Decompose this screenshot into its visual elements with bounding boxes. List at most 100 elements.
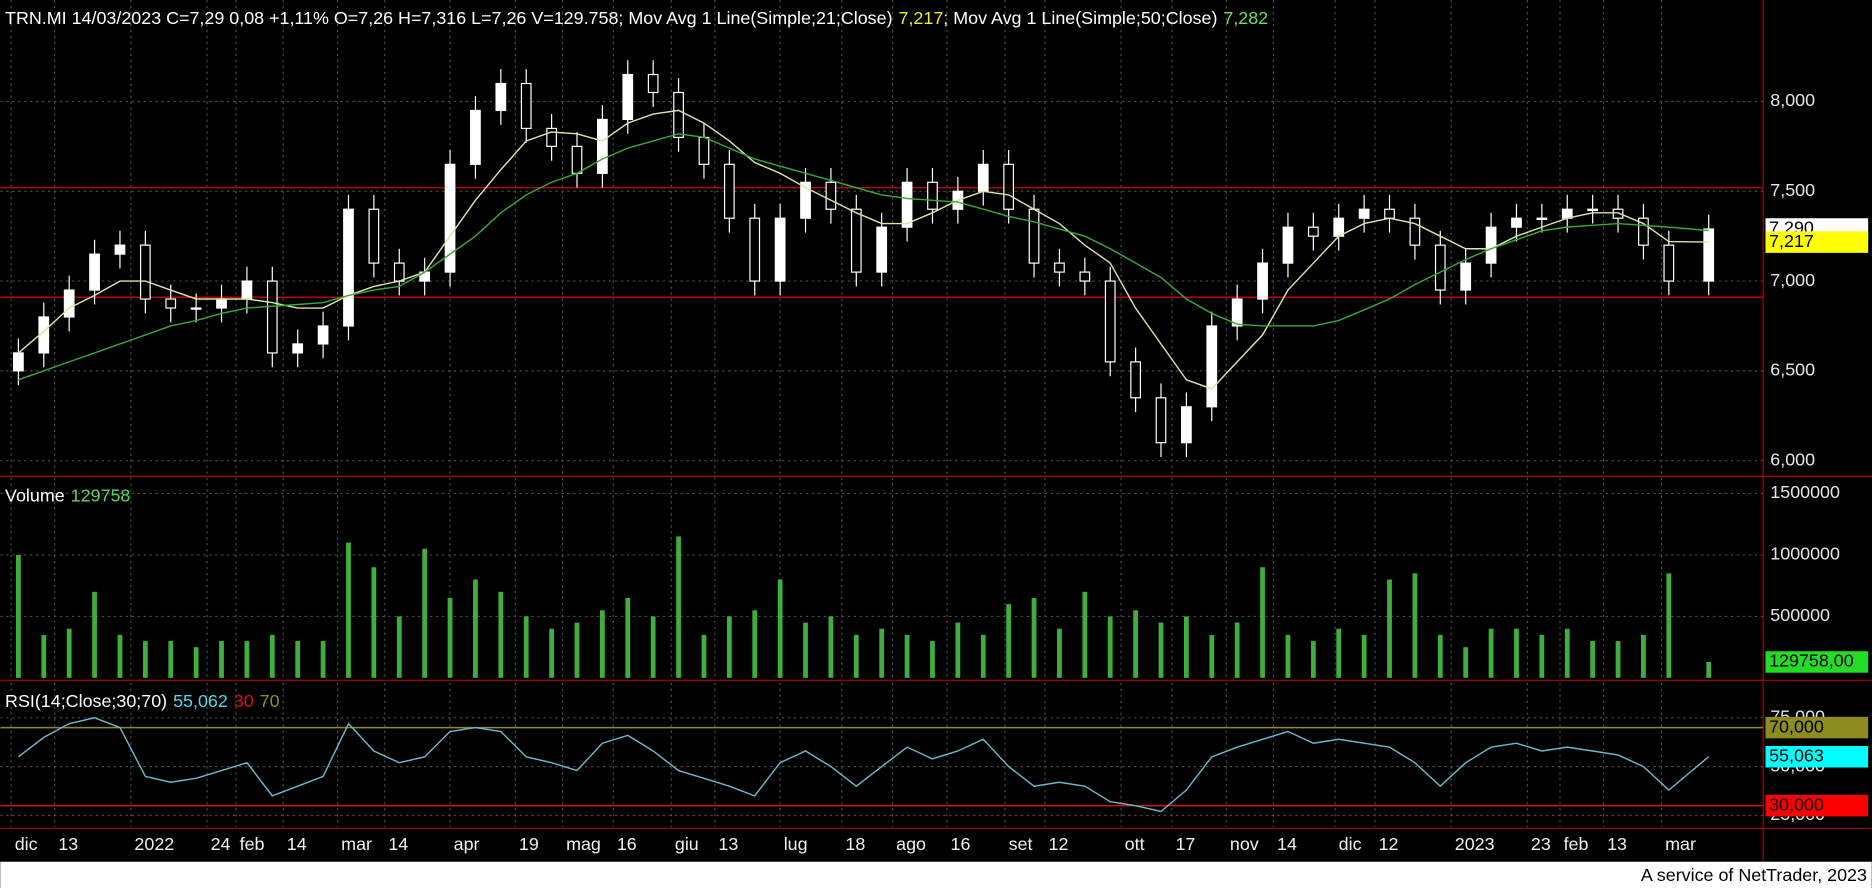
value-box	[1765, 231, 1869, 253]
candle-body	[597, 118, 608, 174]
volume-bar	[1463, 647, 1469, 678]
candle-body	[977, 163, 989, 192]
volume-bar	[625, 597, 631, 678]
footer-text: A service of NetTrader, 2023	[1641, 865, 1867, 885]
volume-bar	[219, 641, 224, 678]
value-box	[1765, 716, 1869, 739]
panel-header: TRN.MI 14/03/2023 C=7,29 0,08 +1,11% O=7…	[5, 8, 1268, 28]
volume-bar	[1057, 628, 1062, 678]
candle-body	[723, 163, 735, 219]
legend-value: 7,282	[1223, 8, 1268, 28]
candle-body	[13, 352, 24, 372]
candle-body	[63, 289, 75, 318]
candle-body	[901, 181, 913, 228]
plot-area	[0, 477, 1764, 678]
volume-bar	[549, 628, 554, 678]
chart-title: TRN.MI 14/03/2023 C=7,29 0,08 +1,11% O=7…	[5, 8, 618, 28]
volume-bar	[1336, 628, 1342, 678]
legend-entry: RSI(14;Close;30;70)	[5, 691, 167, 711]
volume-bar	[1412, 573, 1418, 678]
candle-body	[1536, 217, 1548, 220]
volume-bar	[1209, 634, 1215, 678]
volume-bar	[1666, 573, 1672, 678]
x-tick-label: 13	[1607, 834, 1627, 854]
volume-bar	[1082, 591, 1088, 678]
volume-bar	[66, 628, 72, 678]
candle-body	[927, 181, 938, 210]
legend-value: 7,217	[898, 8, 943, 28]
x-tick-label: set	[1009, 834, 1033, 854]
volume-bar	[422, 548, 428, 678]
x-tick-label: dic	[15, 834, 38, 854]
volume-bar	[269, 634, 275, 678]
x-tick-label: 2023	[1455, 834, 1495, 854]
value-box	[1765, 746, 1869, 768]
volume-bar	[752, 610, 758, 678]
candle-body	[546, 127, 557, 147]
y-tick-label: 500000	[1770, 605, 1830, 625]
y-tick-label: 6,500	[1770, 360, 1815, 380]
candle-body	[698, 136, 710, 165]
legend-level: 30	[234, 691, 254, 711]
candle-body	[1282, 226, 1294, 264]
volume-bar	[879, 628, 885, 678]
x-tick-label: ott	[1125, 834, 1145, 854]
series-line	[17, 717, 1710, 813]
x-tick-label: 19	[519, 834, 539, 854]
panel: 500000 1000000 1500000 129758,00 Volume 12975…	[0, 477, 1869, 678]
panel-header: Volume 129758	[5, 485, 130, 505]
y-tick-label: 7,500	[1770, 180, 1815, 200]
volume-bar	[1437, 634, 1443, 678]
volume-bar	[320, 641, 326, 678]
volume-bar	[168, 641, 174, 678]
x-tick-label: 14	[388, 834, 408, 854]
volume-bar	[930, 641, 935, 678]
x-tick-label: mar	[341, 834, 372, 854]
value-box-label: 129758,00	[1769, 651, 1854, 671]
x-tick-label: nov	[1230, 834, 1259, 854]
volume-bar	[1184, 616, 1189, 678]
volume-bar	[676, 536, 681, 678]
value-box-label: 7,217	[1769, 231, 1814, 251]
x-tick-label: 14	[287, 834, 307, 854]
candle-body	[343, 208, 354, 327]
x-tick-label: 13	[58, 834, 78, 854]
volume-bar	[244, 641, 250, 678]
x-tick-label: 24	[211, 834, 231, 854]
x-tick-label: apr	[454, 834, 480, 854]
x-tick-label: feb	[240, 834, 265, 854]
volume-bar	[726, 616, 732, 678]
value-box-label: 30,000	[1769, 794, 1824, 814]
candle-body	[190, 307, 202, 310]
candle-body	[216, 298, 227, 309]
volume-bar	[1006, 604, 1012, 678]
candle-body	[1612, 208, 1624, 219]
candle-body	[774, 217, 786, 282]
value-box	[1765, 651, 1869, 673]
series-line	[17, 109, 1709, 390]
panel: 6,0006,5007,0007,5008,0007,2907,217TRN.M…	[0, 0, 1869, 476]
y-tick-label: 6,000	[1770, 449, 1815, 469]
volume-bar	[1615, 641, 1621, 678]
x-tick-label: 14	[1277, 834, 1297, 854]
volume-bar	[41, 634, 47, 678]
candle-body	[470, 109, 481, 165]
candle-body	[1587, 208, 1599, 212]
x-tick-label: mar	[1665, 834, 1696, 854]
volume-bar	[1031, 597, 1037, 678]
x-tick-label: 2022	[134, 834, 174, 854]
volume-bar	[1706, 661, 1712, 678]
candle-body	[1003, 163, 1015, 210]
candle-body	[139, 244, 151, 300]
series-line	[18, 133, 1709, 381]
volume-bar	[447, 597, 453, 678]
candle-body	[1703, 228, 1715, 282]
x-tick-label: feb	[1564, 834, 1589, 854]
panel-header: RSI(14;Close;30;70) 55,062 30 70	[5, 691, 280, 711]
legend-level: 70	[260, 691, 280, 711]
candle-body	[368, 208, 380, 264]
candle-body	[622, 73, 634, 121]
candle-body	[444, 163, 456, 273]
candle-body	[1181, 406, 1192, 444]
